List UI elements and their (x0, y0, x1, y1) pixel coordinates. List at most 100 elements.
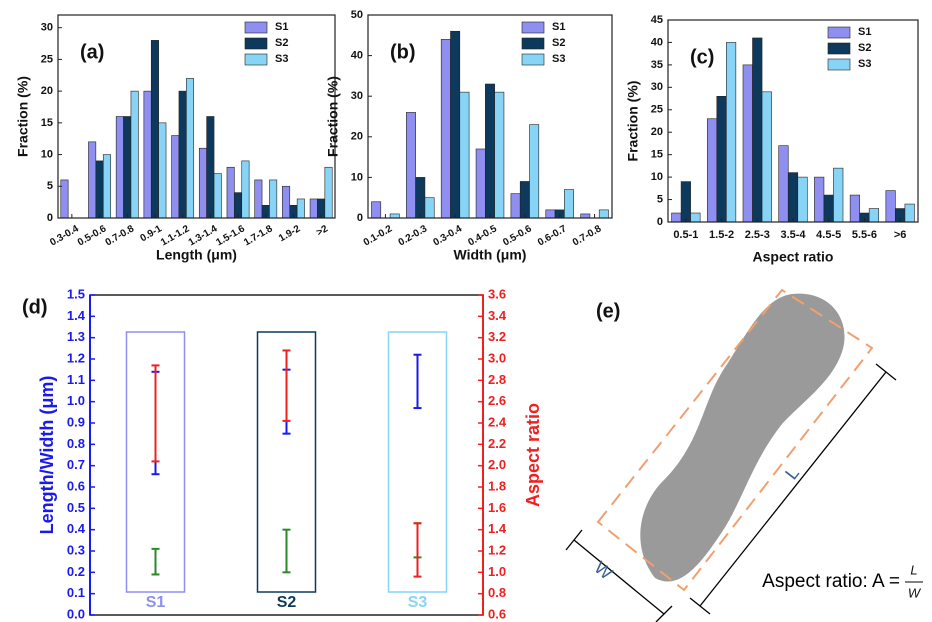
panel-label: (d) (22, 296, 48, 318)
y-tick-label: 10 (651, 171, 663, 183)
x-tick-label: 5.5-6 (852, 229, 877, 241)
bar (716, 96, 727, 223)
x-tick-label: 0.3-0.4 (48, 223, 81, 248)
error-bar (151, 547, 160, 576)
bar (198, 147, 207, 219)
x-tick-label: 1.5-2 (709, 229, 734, 241)
bar (797, 176, 808, 223)
bar (833, 167, 844, 223)
particle (640, 293, 845, 582)
x-axis-label: Aspect ratio (753, 249, 834, 265)
y2-tick-label: 2.6 (488, 393, 506, 408)
bar (475, 148, 486, 219)
bar (823, 194, 834, 223)
y-tick-label: 0.8 (67, 436, 85, 451)
bar (529, 124, 540, 219)
bar (95, 160, 104, 219)
bar (371, 201, 382, 219)
legend-label: S1 (858, 26, 871, 38)
y-tick-label: 1.4 (67, 308, 86, 323)
y-tick-label: 5 (657, 193, 663, 205)
group-box (387, 331, 448, 593)
y2-tick-label: 1.8 (488, 478, 506, 493)
y-tick-label: 0.5 (67, 500, 85, 515)
legend-label: S2 (275, 37, 288, 49)
legend-label: S3 (552, 53, 565, 65)
y2-tick-label: 1.0 (488, 564, 506, 579)
bar (389, 213, 400, 219)
bar (102, 154, 111, 219)
bar (171, 135, 180, 219)
y-tick-label: 40 (651, 36, 663, 48)
y-tick-label: 15 (41, 117, 53, 129)
y-tick-label: 1.0 (67, 393, 85, 408)
bar (778, 145, 789, 223)
bar (206, 116, 215, 219)
y-tick-label: 0.0 (67, 606, 85, 621)
bar (742, 64, 753, 223)
group-box (125, 331, 186, 593)
y2-tick-label: 0.8 (488, 585, 506, 600)
bar (143, 90, 152, 219)
bar (814, 176, 825, 223)
y-tick-label: 0 (357, 212, 363, 224)
y-tick-label: 20 (41, 85, 53, 97)
bar (459, 91, 470, 219)
y-tick-label: 50 (351, 9, 363, 21)
bar (150, 40, 159, 219)
formula-prefix: Aspect ratio: A = (762, 571, 900, 592)
bar (706, 118, 718, 223)
bar (849, 194, 860, 223)
x-tick-label: S1 (146, 594, 166, 611)
bar (324, 166, 333, 219)
y-tick-label: 20 (651, 126, 663, 138)
bar (580, 213, 591, 219)
y-tick-label: 1.2 (67, 350, 85, 365)
panel-label: (e) (596, 300, 620, 322)
y-tick-label: 25 (41, 53, 53, 65)
legend-swatch (827, 42, 851, 55)
length-end (689, 597, 711, 615)
y-tick-label: 20 (351, 131, 363, 143)
y2-tick-label: 2.4 (488, 414, 507, 429)
panel-label: (c) (690, 46, 714, 68)
bar (598, 209, 609, 219)
bar (761, 91, 772, 223)
error-bar (282, 528, 291, 574)
x-tick-label: 1.7-1.8 (242, 223, 275, 248)
panel-label: (b) (390, 41, 416, 63)
y2-axis-label: Aspect ratio (523, 403, 543, 507)
bar (282, 185, 291, 219)
group-box (256, 331, 317, 593)
bar (519, 181, 530, 219)
length-end (875, 363, 897, 381)
length-dimension (699, 371, 887, 607)
y-axis-label: Fraction (%) (325, 76, 341, 157)
y2-tick-label: 3.2 (488, 329, 506, 344)
bar (415, 177, 426, 219)
y-tick-label: 1.3 (67, 329, 85, 344)
error-bar (282, 349, 291, 422)
bar (226, 166, 235, 219)
y2-tick-label: 1.2 (488, 542, 506, 557)
y-tick-label: 0.6 (67, 478, 85, 493)
bar (440, 39, 451, 219)
y-tick-label: 0 (47, 212, 53, 224)
bar (186, 78, 195, 219)
bar (254, 179, 263, 219)
bar (485, 83, 495, 219)
width-end (565, 529, 583, 551)
bar (296, 198, 305, 219)
bar (115, 116, 124, 219)
bar (904, 203, 915, 223)
legend-swatch (827, 26, 851, 39)
legend-label: S1 (275, 21, 288, 33)
y-axis-label: Fraction (%) (15, 76, 31, 157)
y2-tick-label: 0.6 (488, 606, 506, 621)
x-tick-label: >6 (894, 229, 907, 241)
plot-frame (57, 14, 336, 219)
legend-swatch (244, 21, 268, 34)
y2-tick-label: 3.6 (488, 286, 506, 301)
bar (494, 91, 505, 219)
x-tick-label: 0.6-0.7 (536, 223, 569, 248)
